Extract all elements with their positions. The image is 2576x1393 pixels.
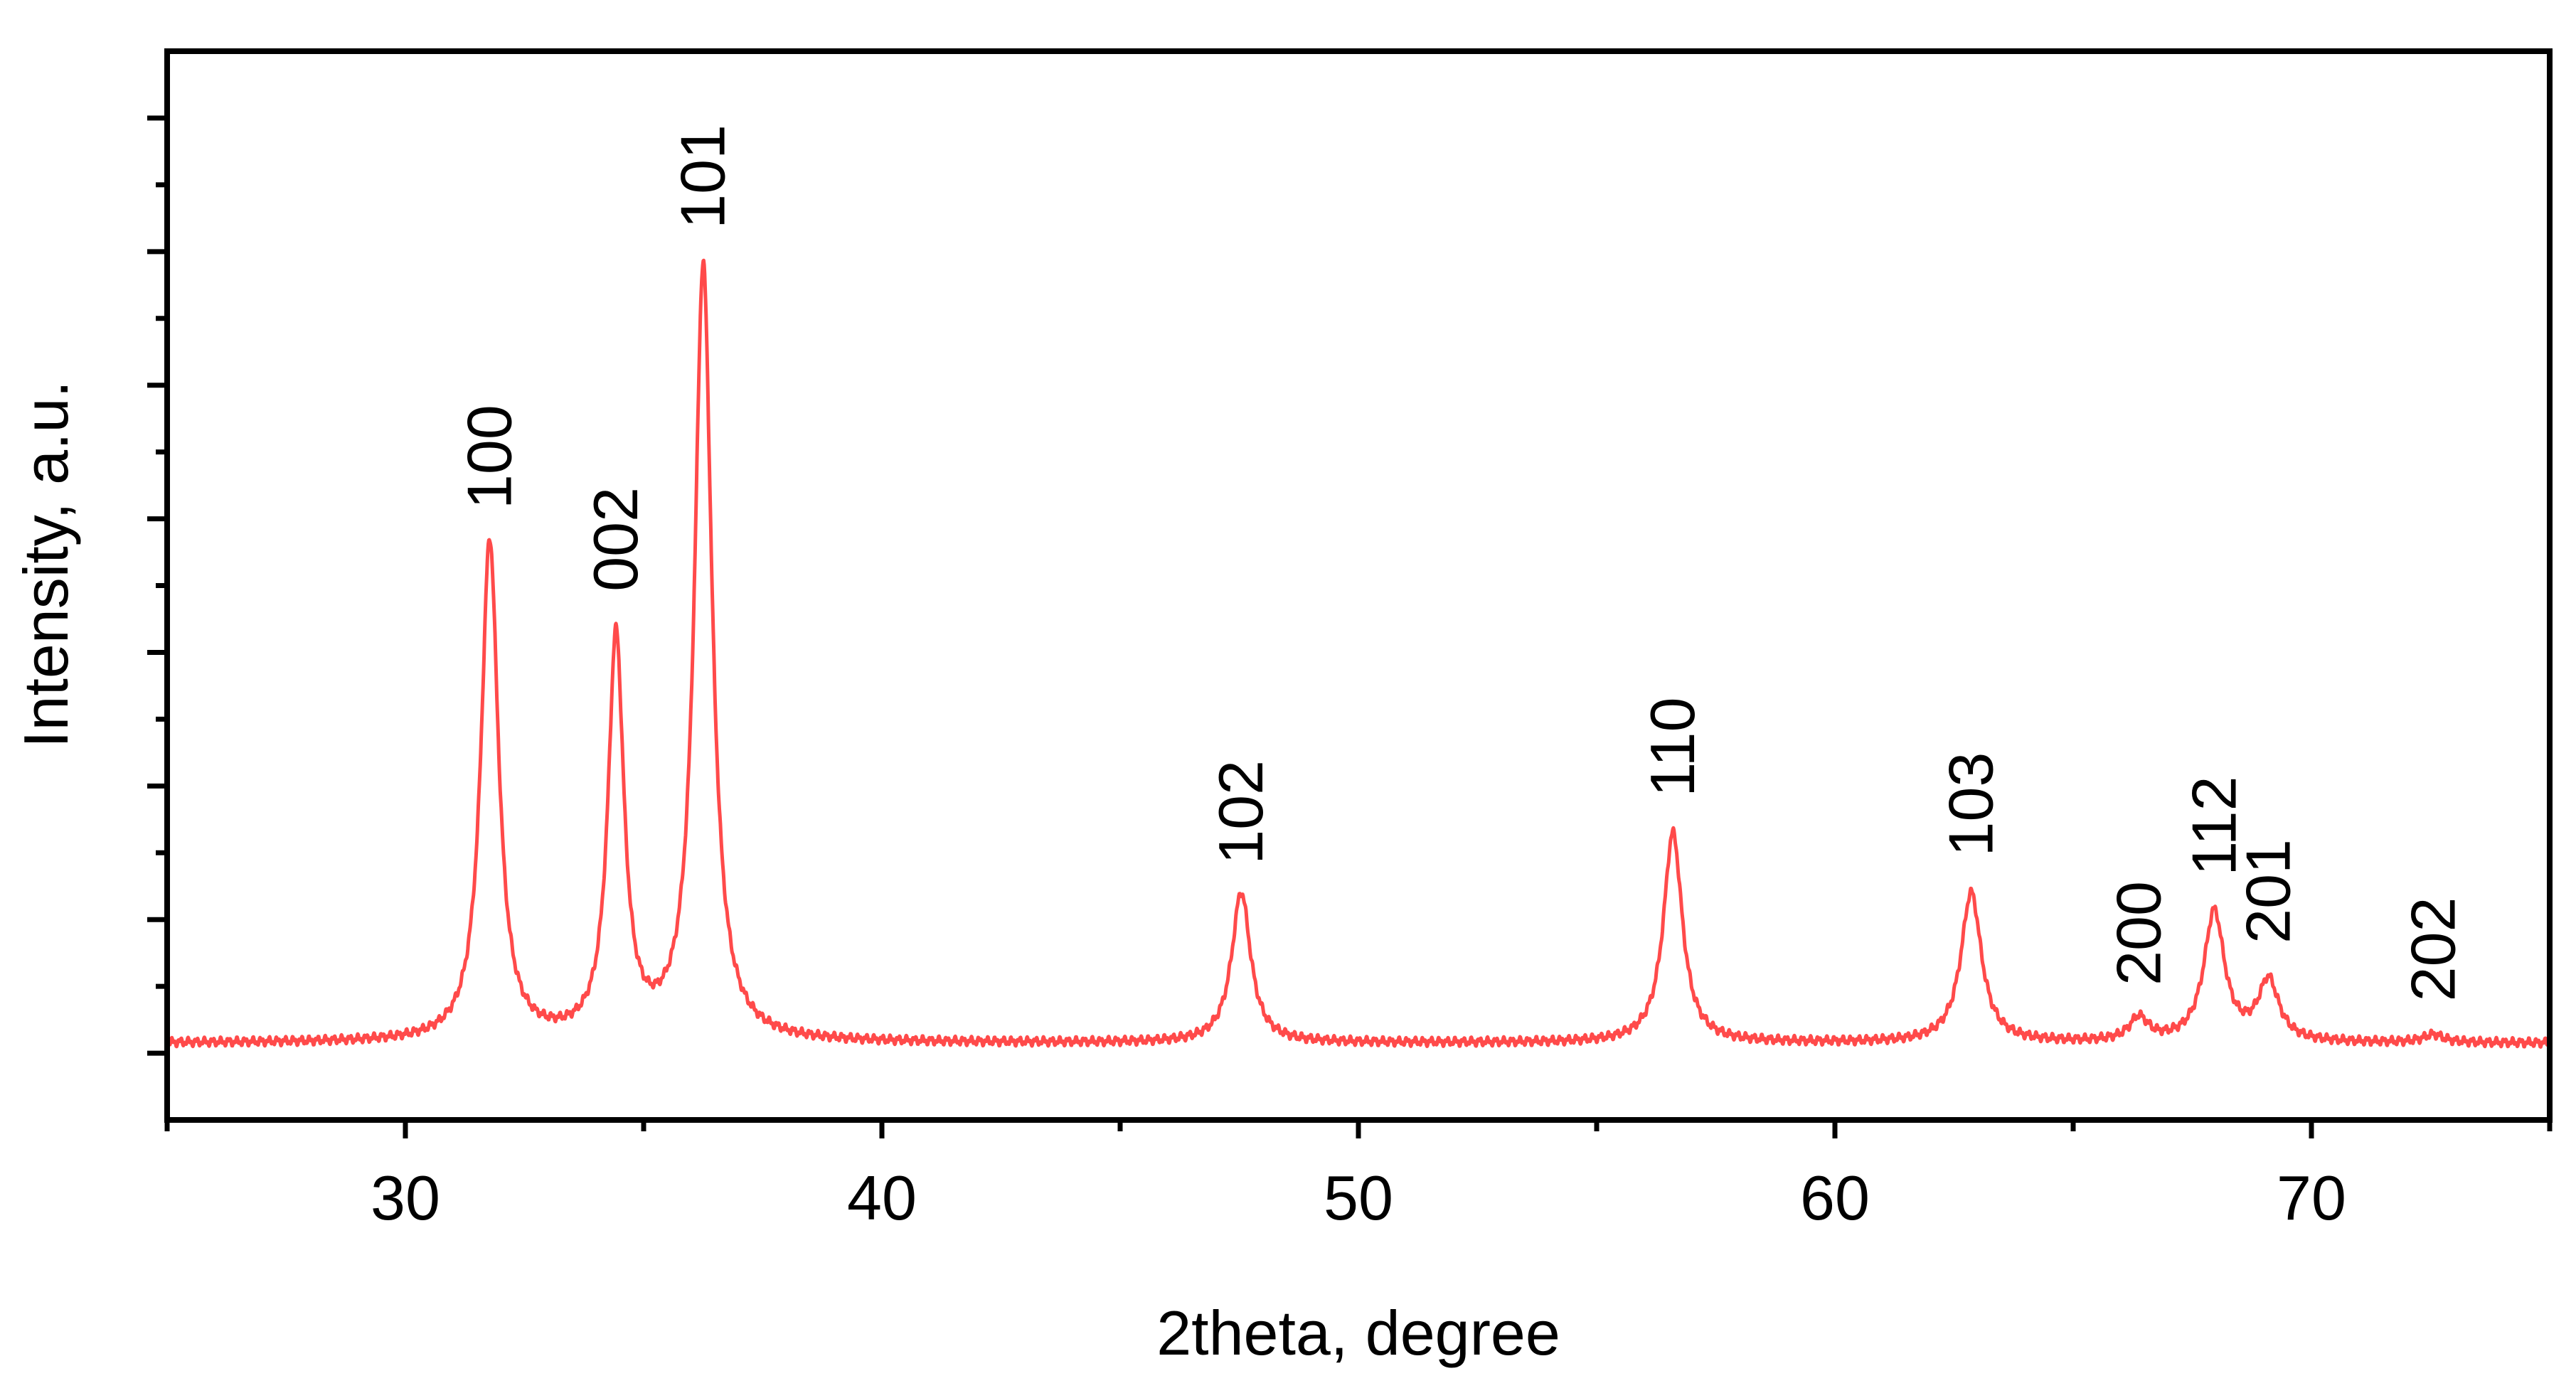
x-tick-label: 50 — [1324, 1163, 1393, 1233]
x-tick-label: 40 — [847, 1163, 917, 1233]
x-tick-labels: 30 40 50 60 70 — [371, 1163, 2346, 1233]
x-tick-label: 70 — [2277, 1163, 2346, 1233]
x-tick-label: 30 — [371, 1163, 440, 1233]
x-axis-title: 2theta, degree — [1156, 1298, 1560, 1368]
x-tick-label: 60 — [1800, 1163, 1870, 1233]
peak-label: 112 — [2178, 776, 2249, 875]
peak-label: 200 — [2103, 881, 2173, 986]
series-line — [165, 258, 2552, 1049]
y-axis-title: Intensity, a.u. — [11, 380, 81, 748]
peak-label: 002 — [580, 487, 651, 592]
peak-label: 101 — [668, 124, 738, 229]
peak-label: 202 — [2398, 897, 2469, 1001]
peak-label: 201 — [2233, 839, 2304, 944]
peak-label: 110 — [1637, 697, 1708, 796]
plot-frame — [164, 48, 2553, 1123]
tick-marks — [147, 115, 2553, 1138]
peak-label: 103 — [1936, 752, 2006, 857]
peak-label: 100 — [454, 405, 525, 509]
peak-label: 102 — [1205, 760, 1276, 865]
